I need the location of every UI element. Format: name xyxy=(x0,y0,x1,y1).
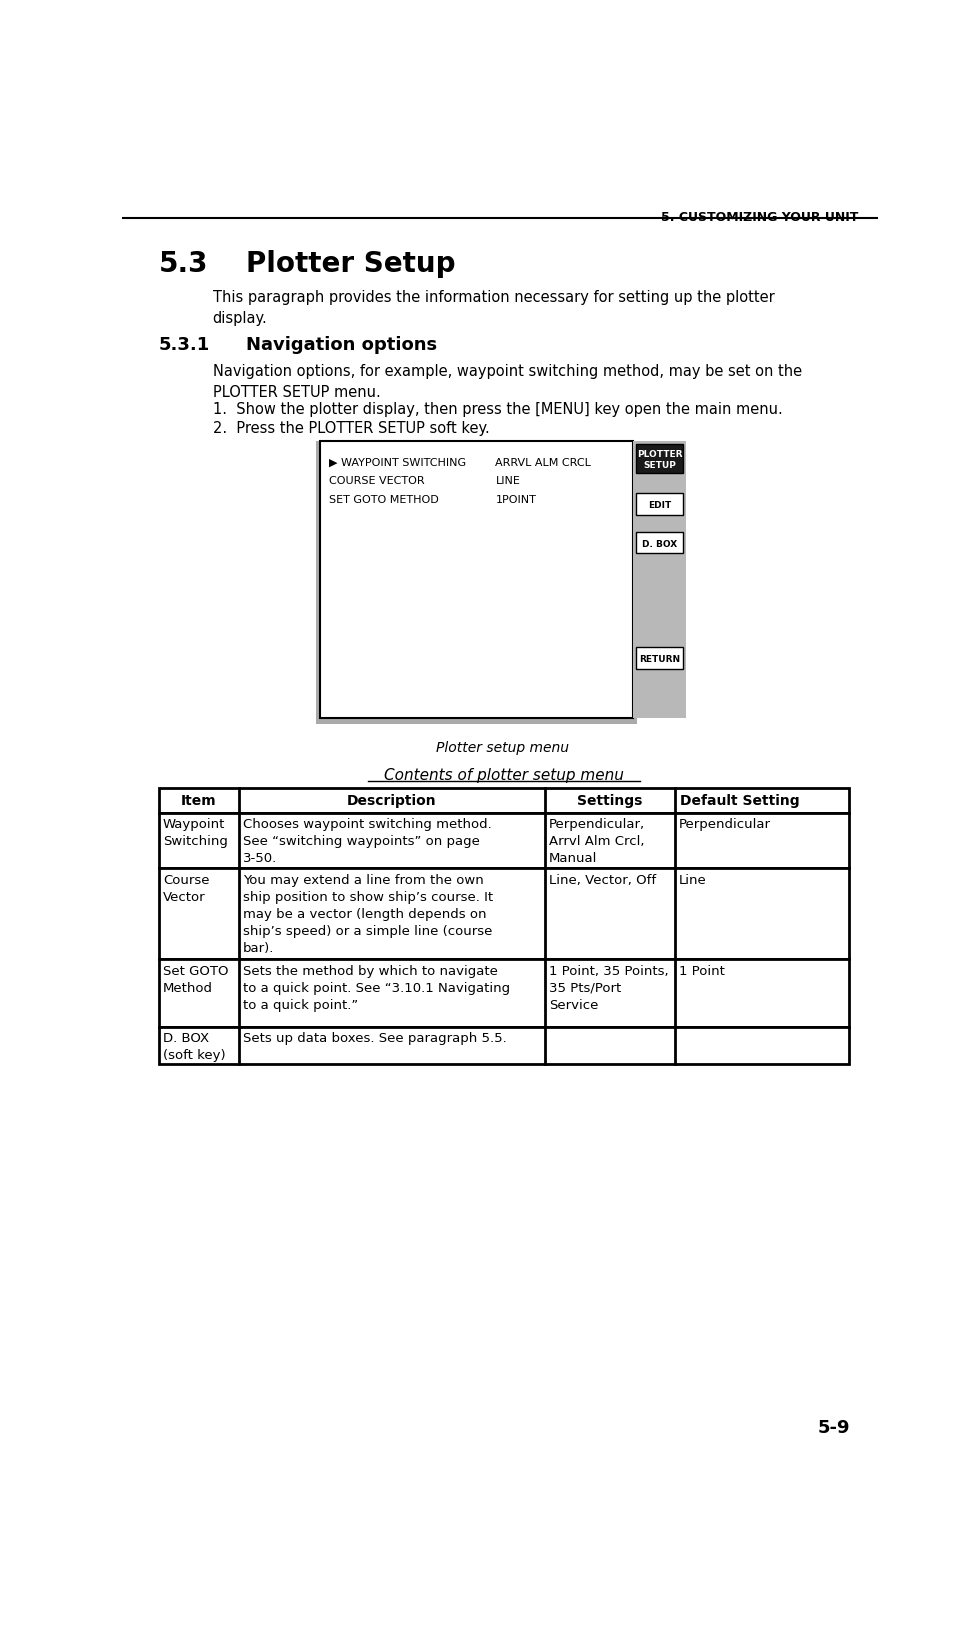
Bar xyxy=(637,531,682,554)
Text: D. BOX: D. BOX xyxy=(643,539,678,549)
Text: Item: Item xyxy=(181,794,216,807)
Text: 5.3: 5.3 xyxy=(159,250,209,278)
Text: 1.  Show the plotter display, then press the [MENU] key open the main menu.: 1. Show the plotter display, then press … xyxy=(213,402,782,417)
Text: Plotter setup menu: Plotter setup menu xyxy=(436,742,569,755)
Text: D. BOX
(soft key): D. BOX (soft key) xyxy=(163,1033,225,1062)
Text: Sets the method by which to navigate
to a quick point. See “3.10.1 Navigating
to: Sets the method by which to navigate to … xyxy=(243,964,510,1011)
Text: 2.  Press the PLOTTER SETUP soft key.: 2. Press the PLOTTER SETUP soft key. xyxy=(213,422,489,436)
Text: Plotter Setup: Plotter Setup xyxy=(246,250,455,278)
Bar xyxy=(637,647,682,668)
Bar xyxy=(637,444,682,474)
Text: Sets up data boxes. See paragraph 5.5.: Sets up data boxes. See paragraph 5.5. xyxy=(243,1033,507,1046)
Text: Contents of plotter setup menu: Contents of plotter setup menu xyxy=(384,768,624,783)
Text: ARRVL ALM CRCL: ARRVL ALM CRCL xyxy=(495,458,591,467)
Text: EDIT: EDIT xyxy=(648,502,672,510)
Text: Chooses waypoint switching method.
See “switching waypoints” on page
3-50.: Chooses waypoint switching method. See “… xyxy=(243,819,491,866)
Text: 1 Point: 1 Point xyxy=(680,964,725,977)
Bar xyxy=(159,812,849,868)
Bar xyxy=(159,868,849,959)
Text: ▶ WAYPOINT SWITCHING: ▶ WAYPOINT SWITCHING xyxy=(329,458,466,467)
Text: Line: Line xyxy=(680,874,707,887)
Text: Perpendicular,
Arrvl Alm Crcl,
Manual: Perpendicular, Arrvl Alm Crcl, Manual xyxy=(549,819,645,866)
Text: 5. CUSTOMIZING YOUR UNIT: 5. CUSTOMIZING YOUR UNIT xyxy=(661,211,858,224)
Text: 1POINT: 1POINT xyxy=(495,495,536,505)
Text: Navigation options, for example, waypoint switching method, may be set on the
PL: Navigation options, for example, waypoin… xyxy=(213,364,801,400)
Text: Navigation options: Navigation options xyxy=(246,337,437,355)
Bar xyxy=(637,493,682,515)
Bar xyxy=(634,441,686,717)
Text: SET GOTO METHOD: SET GOTO METHOD xyxy=(329,495,439,505)
Text: You may extend a line from the own
ship position to show ship’s course. It
may b: You may extend a line from the own ship … xyxy=(243,874,493,954)
Text: Waypoint
Switching: Waypoint Switching xyxy=(163,819,228,848)
Text: Settings: Settings xyxy=(577,794,643,807)
Text: Course
Vector: Course Vector xyxy=(163,874,210,904)
Bar xyxy=(316,441,638,724)
Bar xyxy=(320,441,634,717)
Text: Perpendicular: Perpendicular xyxy=(680,819,771,832)
Bar xyxy=(159,959,849,1026)
Text: RETURN: RETURN xyxy=(640,655,681,663)
Text: Set GOTO
Method: Set GOTO Method xyxy=(163,964,228,995)
Text: 5-9: 5-9 xyxy=(818,1420,850,1438)
Text: This paragraph provides the information necessary for setting up the plotter
dis: This paragraph provides the information … xyxy=(213,289,774,327)
Text: PLOTTER
SETUP: PLOTTER SETUP xyxy=(637,451,682,471)
Bar xyxy=(159,1026,849,1064)
Text: 5.3.1: 5.3.1 xyxy=(159,337,211,355)
Text: Line, Vector, Off: Line, Vector, Off xyxy=(549,874,656,887)
Text: Description: Description xyxy=(347,794,437,807)
Text: LINE: LINE xyxy=(495,477,521,487)
Text: Default Setting: Default Setting xyxy=(680,794,799,807)
Text: COURSE VECTOR: COURSE VECTOR xyxy=(329,477,424,487)
Bar xyxy=(159,788,849,812)
Text: 1 Point, 35 Points,
35 Pts/Port
Service: 1 Point, 35 Points, 35 Pts/Port Service xyxy=(549,964,669,1011)
